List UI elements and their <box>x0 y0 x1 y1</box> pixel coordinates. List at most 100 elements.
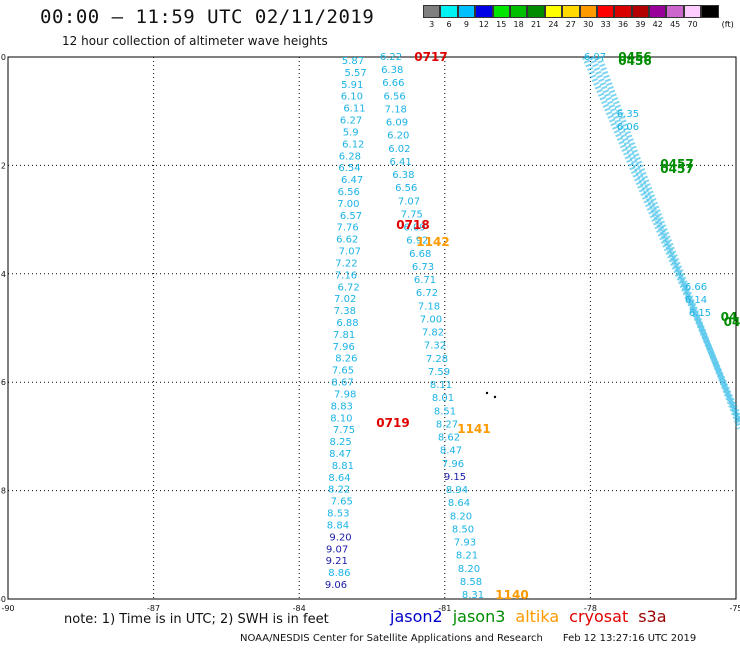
legend-label: 15 <box>496 20 507 29</box>
swh-value: 7.82 <box>422 328 444 339</box>
legend-item: 36 <box>614 5 632 29</box>
y-tick-label: -28 <box>0 487 6 496</box>
swh-value: 8.25 <box>330 437 352 448</box>
swh-value: 7.96 <box>442 459 464 470</box>
x-tick-label: -87 <box>147 604 160 613</box>
time-label: 1142 <box>416 235 449 249</box>
swh-value: 8.20 <box>458 564 480 575</box>
swh-value: 6.35 <box>617 109 639 120</box>
page-subtitle: 12 hour collection of altimeter wave hei… <box>62 34 328 48</box>
swh-value: 8.81 <box>332 461 354 472</box>
legend-swatch <box>614 5 632 18</box>
x-tick-label: -78 <box>584 604 597 613</box>
track-band <box>582 55 740 422</box>
legend-swatch <box>492 5 510 18</box>
swh-value: 8.10 <box>330 413 352 424</box>
swh-value: 6.68 <box>409 249 431 260</box>
swh-value: 7.96 <box>333 342 355 353</box>
swh-value: 8.67 <box>331 378 353 389</box>
plot-frame <box>7 56 737 600</box>
swh-value: 7.59 <box>428 367 450 378</box>
swh-value: 6.06 <box>617 122 639 133</box>
swh-value: 6.09 <box>403 223 425 234</box>
swh-value: 6.22 <box>380 52 402 63</box>
time-label: 0717 <box>414 50 447 64</box>
swh-value: 8.01 <box>432 393 454 404</box>
swh-value: 6.71 <box>414 275 436 286</box>
swh-value: 7.22 <box>335 258 357 269</box>
time-label: 0456 <box>618 50 651 64</box>
time-label: 04 <box>724 315 740 329</box>
swh-value: 8.20 <box>450 511 472 522</box>
swh-value: 7.02 <box>334 294 356 305</box>
y-tick-label: -26 <box>0 378 6 387</box>
legend-swatch <box>579 5 597 18</box>
legend-label: 3 <box>429 20 435 29</box>
x-tick-label: -90 <box>1 604 14 613</box>
legend-label: 27 <box>565 20 576 29</box>
swh-value: 6.62 <box>336 235 358 246</box>
swh-value: 7.07 <box>398 196 420 207</box>
legend-item: 24 <box>544 5 563 29</box>
swh-value: 7.16 <box>335 270 357 281</box>
legend-swatch <box>509 5 528 18</box>
swh-value: 8.84 <box>327 520 349 531</box>
footer-note: note: 1) Time is in UTC; 2) SWH is in fe… <box>64 612 329 627</box>
swh-value: 8.50 <box>452 524 474 535</box>
x-tick-label: -84 <box>293 604 306 613</box>
swh-value: 8.64 <box>448 498 470 509</box>
swh-value: 8.21 <box>456 551 478 562</box>
legend-item: 33 <box>596 5 615 29</box>
legend-item: 39 <box>631 5 650 29</box>
legend-item: 27 <box>562 5 580 29</box>
swh-value: 8.11 <box>430 380 452 391</box>
y-tick-label: -22 <box>0 161 6 170</box>
legend-item: 6 <box>440 5 458 29</box>
legend-swatch <box>475 5 493 18</box>
swh-value: 6.56 <box>395 183 417 194</box>
satellite-jason3: jason3 <box>452 607 506 626</box>
legend-label: 45 <box>670 20 681 29</box>
swh-value: 6.38 <box>392 170 414 181</box>
swh-value: 6.12 <box>342 139 364 150</box>
time-label: 1140 <box>495 588 528 602</box>
swh-value: 7.28 <box>426 354 448 365</box>
swh-value: 9.21 <box>326 556 348 567</box>
legend-label: 24 <box>548 20 559 29</box>
legend-item: 70 <box>683 5 702 29</box>
legend-swatch <box>649 5 667 18</box>
swh-value: 7.75 <box>401 209 423 220</box>
swh-value: 7.93 <box>454 538 476 549</box>
swh-value: 7.65 <box>331 497 353 508</box>
swh-value: 6.57 <box>340 211 362 222</box>
legend-label: 70 <box>687 20 698 29</box>
swh-value: 7.65 <box>332 366 354 377</box>
legend-unit: (ft) <box>721 20 734 29</box>
legend-swatch <box>666 5 684 18</box>
swh-value: 8.22 <box>328 485 350 496</box>
swh-value: 8.51 <box>434 406 456 417</box>
swh-value: 6.72 <box>416 288 438 299</box>
swh-value: 8.47 <box>329 449 351 460</box>
y-tick-label: -24 <box>0 270 6 279</box>
swh-value: 8.27 <box>436 419 458 430</box>
speck <box>485 391 489 395</box>
page-title: 00:00 – 11:59 UTC 02/11/2019 <box>40 6 375 28</box>
swh-value: 8.47 <box>440 446 462 457</box>
color-legend: 3 6 9 12 15 18 21 24 27 30 33 36 39 42 45 70 (ft) <box>423 5 734 29</box>
legend-swatch <box>544 5 563 18</box>
swh-value: 6.10 <box>341 92 363 103</box>
swh-value: 7.00 <box>420 314 442 325</box>
swh-value: 5.57 <box>344 68 366 79</box>
time-label: 0718 <box>396 218 429 232</box>
legend-label: 36 <box>617 20 629 29</box>
time-label: 1141 <box>457 422 490 436</box>
legend-swatch <box>440 5 458 18</box>
speck <box>493 395 497 399</box>
track-band <box>589 55 740 426</box>
swh-value: 6.56 <box>338 187 360 198</box>
legend-item: 30 <box>579 5 597 29</box>
swh-value: 6.02 <box>388 144 410 155</box>
